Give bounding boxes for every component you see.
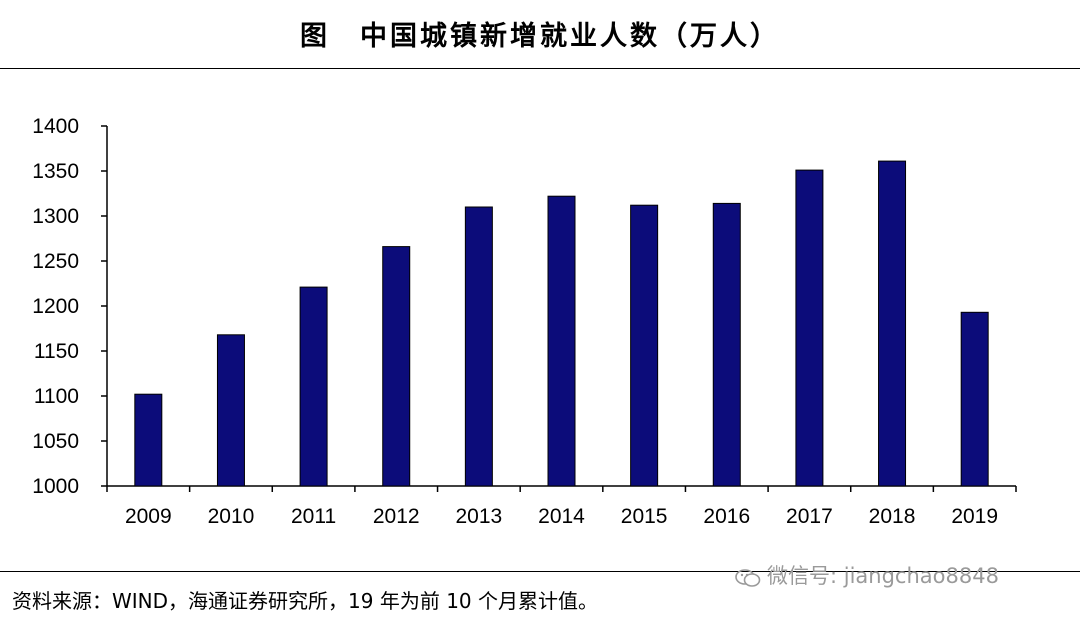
bar-chart: 1000 1050 1100 1150 1200 1250 1300 1350 1400 2009… [32, 115, 1017, 528]
bar-2012 [382, 246, 411, 487]
chart-title: 图 中国城镇新增就业人数（万人） [300, 21, 780, 52]
bar-2014 [547, 195, 576, 487]
x-tick-label: 2018 [869, 505, 916, 528]
y-tick-label: 1050 [32, 430, 79, 453]
chart-title-row: 图 中国城镇新增就业人数（万人） [0, 0, 1080, 68]
bar-2019 [960, 311, 989, 487]
watermark-text: 微信号: jiangchao8848 [767, 564, 999, 588]
x-tick-label: 2014 [538, 505, 585, 528]
x-tick-label: 2015 [621, 505, 668, 528]
title-divider [0, 68, 1080, 69]
footer-divider [0, 571, 1080, 572]
source-note: 资料来源：WIND，海通证券研究所，19 年为前 10 个月累计值。 [12, 589, 599, 613]
y-tick-label: 1400 [32, 115, 79, 138]
bar-2018 [878, 160, 907, 487]
x-tick-label: 2017 [786, 505, 833, 528]
bar-2016 [712, 202, 741, 487]
bar-2011 [299, 286, 328, 487]
y-tick-label: 1250 [32, 250, 79, 273]
y-tick-label: 1000 [32, 475, 79, 498]
y-tick-label: 1150 [34, 340, 79, 363]
x-tick-label: 2010 [208, 505, 255, 528]
x-tick-label: 2013 [456, 505, 503, 528]
bar-2013 [464, 206, 493, 487]
y-tick-label: 1300 [32, 205, 79, 228]
x-tick-label: 2012 [373, 505, 420, 528]
y-tick-label: 1100 [34, 385, 79, 408]
x-tick-label: 2016 [703, 505, 750, 528]
x-tick-label: 2019 [951, 505, 998, 528]
y-tick-label: 1200 [32, 295, 79, 318]
bar-2015 [630, 204, 659, 487]
x-tick-label: 2011 [291, 505, 336, 528]
wechat-icon [735, 568, 761, 587]
y-tick-label: 1350 [32, 160, 79, 183]
x-tick-label: 2009 [125, 505, 172, 528]
bar-2017 [795, 169, 824, 487]
bar-2010 [216, 334, 245, 487]
watermark: 微信号: jiangchao8848 [735, 560, 999, 590]
bar-2009 [134, 393, 163, 487]
